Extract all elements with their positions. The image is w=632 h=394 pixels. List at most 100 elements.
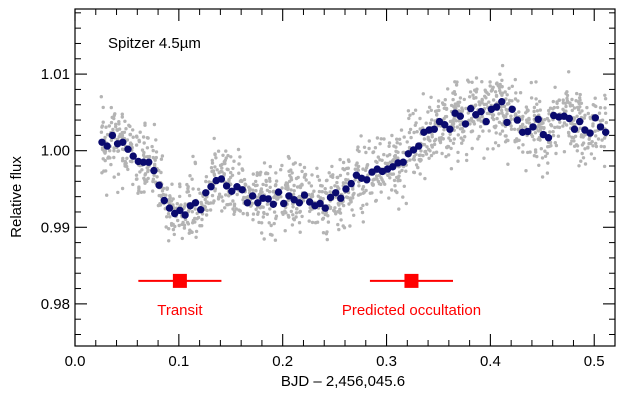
raw-point (602, 164, 607, 169)
raw-point (493, 90, 498, 94)
raw-point (452, 90, 457, 94)
binned-point (129, 152, 137, 160)
raw-point (284, 185, 288, 189)
raw-point (491, 98, 496, 102)
marker-square (172, 273, 187, 288)
raw-point (339, 218, 343, 222)
raw-point (338, 157, 342, 162)
raw-point (538, 108, 542, 112)
raw-point (361, 203, 365, 208)
binned-point (389, 163, 397, 171)
raw-point (213, 165, 217, 169)
raw-point (353, 167, 357, 171)
binned-point (165, 204, 174, 212)
raw-point (291, 192, 296, 196)
raw-point (203, 197, 207, 202)
binned-point (228, 187, 236, 195)
raw-point (117, 120, 121, 124)
raw-point (188, 174, 192, 178)
raw-point (242, 177, 247, 182)
raw-point (445, 145, 449, 149)
raw-point (561, 98, 565, 102)
raw-point (191, 221, 195, 225)
raw-point (504, 107, 508, 112)
raw-point (320, 217, 325, 221)
binned-point (160, 196, 168, 205)
raw-point (226, 153, 230, 158)
binned-point (591, 114, 599, 122)
raw-point (357, 149, 361, 154)
binned-point (150, 166, 158, 175)
raw-point (594, 134, 598, 138)
raw-point (374, 159, 378, 164)
raw-point (474, 90, 478, 94)
raw-point (596, 137, 601, 141)
raw-point (493, 141, 498, 145)
raw-point (409, 135, 413, 140)
raw-point (430, 133, 434, 137)
binned-point (570, 125, 579, 133)
raw-point (419, 149, 423, 153)
raw-point (151, 155, 155, 160)
raw-point (196, 187, 201, 191)
raw-point (462, 97, 466, 102)
binned-point (524, 127, 532, 136)
raw-point (395, 137, 399, 141)
raw-point (377, 173, 381, 178)
raw-point (483, 94, 487, 99)
raw-point (470, 146, 474, 151)
raw-point (593, 129, 597, 133)
raw-point (379, 190, 383, 194)
raw-point (209, 166, 214, 170)
raw-point (591, 124, 595, 128)
raw-point (578, 126, 582, 130)
raw-point (175, 202, 179, 206)
raw-point (289, 188, 293, 192)
raw-point (562, 121, 567, 125)
raw-point (298, 230, 302, 234)
binned-point (300, 191, 309, 199)
raw-point (418, 157, 423, 162)
raw-point (120, 186, 125, 191)
raw-point (594, 144, 599, 149)
raw-point (283, 209, 287, 213)
raw-point (217, 192, 222, 196)
raw-point (592, 156, 597, 161)
raw-point (120, 130, 125, 135)
raw-point (578, 111, 582, 115)
raw-point (564, 123, 569, 127)
raw-point (524, 105, 529, 109)
raw-point (182, 223, 187, 227)
raw-point (516, 127, 520, 132)
raw-point (517, 138, 521, 142)
raw-point (280, 186, 284, 190)
raw-point (402, 135, 406, 139)
raw-point (179, 203, 183, 207)
raw-point (325, 178, 329, 182)
raw-point (264, 179, 268, 184)
raw-point (393, 184, 397, 188)
raw-point (187, 193, 192, 198)
raw-point (506, 162, 510, 166)
raw-point (124, 127, 128, 131)
binned-point (467, 104, 475, 113)
raw-point (430, 143, 434, 147)
raw-point (553, 125, 557, 130)
raw-point (457, 119, 461, 123)
raw-point (204, 175, 209, 179)
raw-point (427, 105, 432, 110)
raw-point (294, 215, 298, 219)
binned-point (399, 158, 407, 166)
raw-point (145, 155, 150, 159)
raw-point (337, 210, 342, 214)
raw-point (330, 164, 334, 169)
binned-point (181, 211, 189, 219)
binned-point (409, 146, 418, 154)
raw-point (281, 212, 285, 216)
raw-point (109, 138, 114, 142)
raw-point (290, 223, 295, 227)
raw-point (251, 218, 255, 222)
raw-point (543, 154, 548, 158)
raw-point (412, 170, 417, 175)
raw-point (398, 142, 402, 146)
